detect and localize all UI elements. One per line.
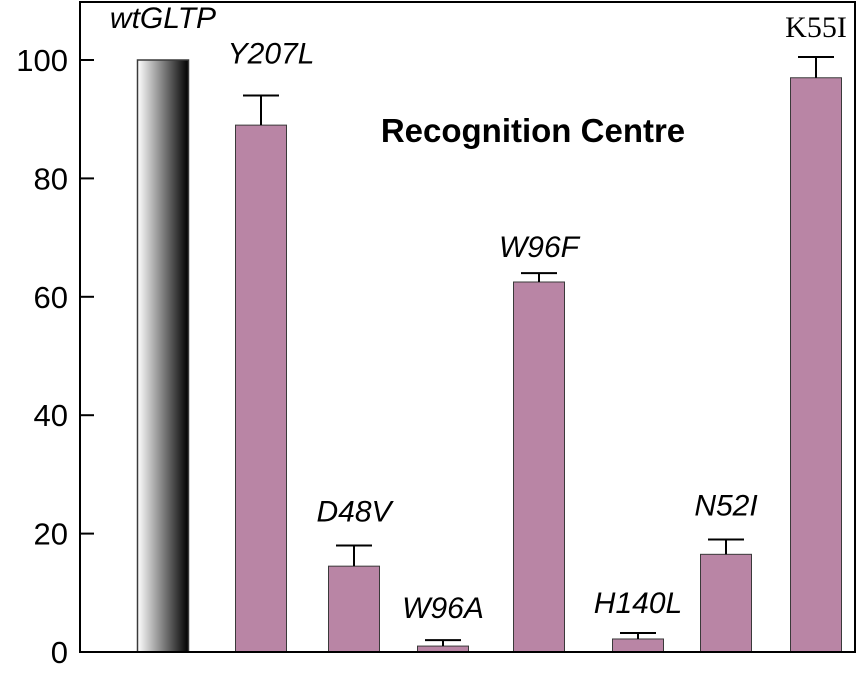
y-tick-label-60: 60: [34, 280, 68, 315]
bar-k55i: [790, 77, 842, 653]
y-tick-label-0: 0: [51, 635, 68, 670]
bar-d48v: [328, 565, 380, 653]
y-tick-label-80: 80: [34, 161, 68, 196]
bar-h140l: [612, 638, 664, 653]
bar-y207l: [235, 124, 287, 653]
bar-label-k55i: K55I: [785, 11, 847, 44]
bar-label-n52i: N52I: [694, 490, 757, 523]
axes-layer: 0 20 40 60 80 100: [16, 1, 856, 670]
bar-wtgltp: [136, 59, 190, 653]
chart-title: Recognition Centre: [381, 112, 685, 149]
bar-w96f: [513, 281, 565, 653]
bar-label-w96f: W96F: [499, 231, 581, 264]
plot-frame: [79, 1, 856, 653]
bar-label-h140l: H140L: [594, 587, 682, 620]
y-tick-label-40: 40: [34, 398, 68, 433]
bar-label-wtgltp: wtGLTP: [110, 2, 216, 35]
bar-label-d48v: D48V: [316, 495, 394, 528]
y-tick-label-20: 20: [34, 517, 68, 552]
y-tick-label-100: 100: [16, 43, 68, 78]
bar-label-y207l: Y207L: [228, 38, 315, 71]
bar-n52i: [700, 553, 752, 653]
bar-label-w96a: W96A: [402, 592, 484, 625]
bars-layer: wtGLTP Y207L D48V W96A W96F H140L N52I K55I: [110, 2, 847, 653]
